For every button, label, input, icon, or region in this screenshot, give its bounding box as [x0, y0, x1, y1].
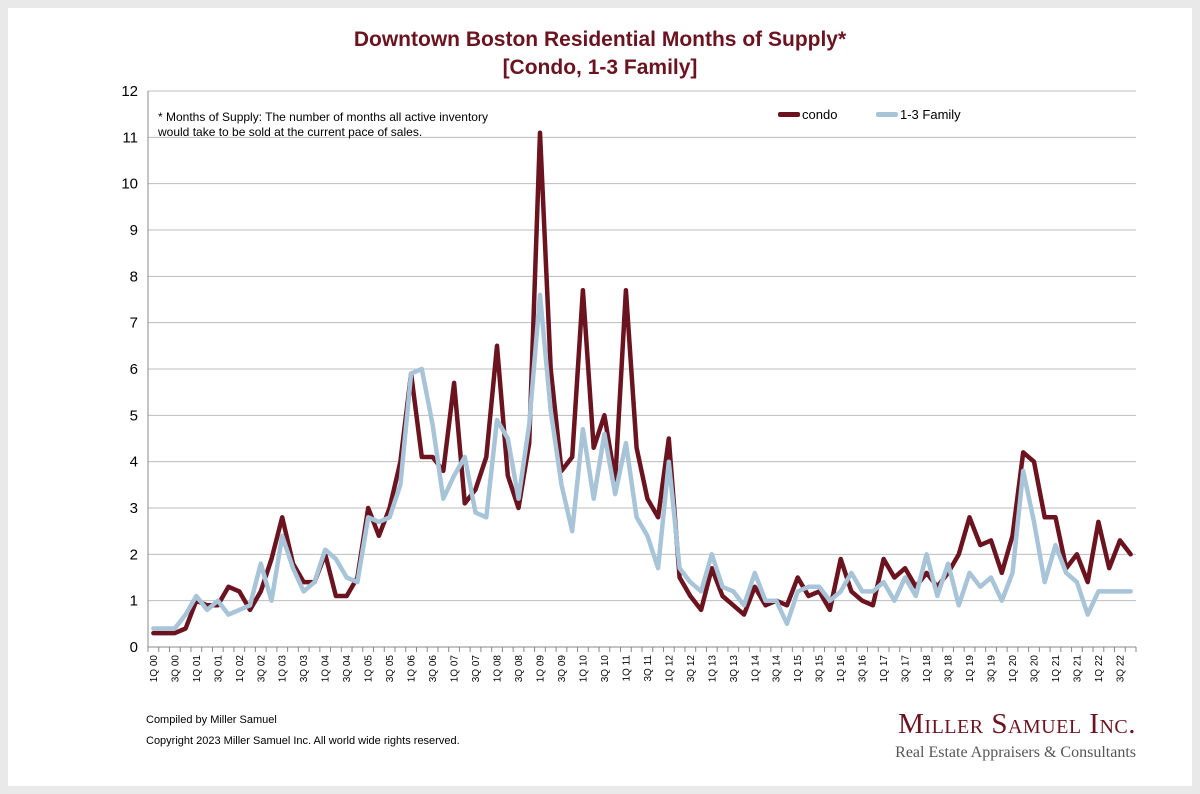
y-tick-label: 1	[130, 593, 138, 610]
x-tick-label: 3Q 21	[1072, 655, 1083, 683]
chart-title-block: Downtown Boston Residential Months of Su…	[0, 26, 1200, 82]
x-tick-label: 1Q 02	[235, 655, 246, 683]
x-tick-label: 3Q 18	[944, 655, 955, 683]
y-tick-label: 9	[130, 222, 138, 239]
x-tick-label: 3Q 01	[213, 655, 224, 683]
footer-copyright: Copyright 2023 Miller Samuel Inc. All wo…	[146, 735, 460, 747]
y-tick-label: 7	[130, 315, 138, 332]
y-tick-label: 5	[130, 407, 138, 424]
x-tick-label: 3Q 02	[256, 655, 267, 683]
chart-note: * Months of Supply: The number of months…	[158, 110, 488, 139]
y-tick-label: 6	[130, 361, 138, 378]
x-tick-label: 1Q 20	[1008, 655, 1019, 683]
y-tick-label: 2	[130, 546, 138, 563]
x-tick-label: 1Q 04	[321, 655, 332, 683]
x-tick-label: 3Q 15	[815, 655, 826, 683]
x-tick-label: 3Q 03	[299, 655, 310, 683]
x-tick-label: 3Q 16	[858, 655, 869, 683]
x-tick-label: 1Q 21	[1051, 655, 1062, 683]
y-tick-label: 0	[130, 639, 138, 656]
y-tick-label: 4	[130, 454, 138, 471]
chart-title: Downtown Boston Residential Months of Su…	[353, 28, 847, 51]
y-tick-label: 10	[121, 176, 138, 193]
x-tick-label: 3Q 17	[901, 655, 912, 683]
x-tick-label: 1Q 08	[493, 655, 504, 683]
x-tick-label: 1Q 09	[535, 655, 546, 683]
x-tick-label: 1Q 14	[750, 655, 761, 683]
legend-item-condo: condo	[778, 107, 837, 122]
x-tick-label: 1Q 10	[578, 655, 589, 683]
legend-swatch-condo	[778, 112, 800, 117]
x-tick-label: 1Q 17	[879, 655, 890, 683]
x-tick-label: 3Q 00	[170, 655, 181, 683]
x-tick-label: 1Q 12	[664, 655, 675, 683]
x-tick-label: 3Q 11	[643, 655, 654, 682]
series-line-family	[151, 292, 1133, 631]
x-tick-label: 3Q 06	[428, 655, 439, 683]
logo-tagline: Real Estate Appraisers & Consultants	[895, 744, 1136, 761]
x-tick-label: 1Q 01	[192, 655, 203, 683]
x-tick-label: 3Q 20	[1029, 655, 1040, 683]
x-tick-label: 1Q 03	[278, 655, 289, 683]
x-tick-label: 1Q 11	[621, 655, 632, 682]
x-tick-label: 1Q 05	[364, 655, 375, 683]
legend-label-family: 1-3 Family	[900, 107, 961, 122]
x-tick-label: 3Q 08	[514, 655, 525, 683]
x-tick-label: 1Q 16	[836, 655, 847, 683]
footer-compiled: Compiled by Miller Samuel	[146, 714, 277, 726]
x-tick-label: 1Q 15	[793, 655, 804, 683]
legend-swatch-family	[876, 112, 898, 117]
y-tick-label: 11	[122, 129, 138, 146]
x-tick-label: 3Q 19	[987, 655, 998, 683]
x-tick-label: 3Q 22	[1115, 655, 1126, 683]
x-tick-label: 1Q 18	[922, 655, 933, 683]
x-tick-label: 3Q 09	[557, 655, 568, 683]
x-tick-label: 3Q 13	[729, 655, 740, 683]
legend-item-family: 1-3 Family	[876, 107, 961, 122]
x-tick-label: 3Q 10	[600, 655, 611, 683]
chart-subtitle: [Condo, 1-3 Family]	[502, 56, 698, 79]
x-tick-label: 3Q 12	[686, 655, 697, 683]
x-tick-label: 1Q 13	[707, 655, 718, 683]
x-tick-label: 1Q 22	[1094, 655, 1105, 683]
x-tick-label: 3Q 07	[471, 655, 482, 683]
x-tick-label: 1Q 00	[149, 655, 160, 683]
x-tick-label: 1Q 19	[965, 655, 976, 683]
x-tick-label: 3Q 04	[342, 655, 353, 683]
y-tick-label: 12	[121, 83, 138, 100]
series-line-condo	[151, 130, 1133, 636]
logo-name: Miller Samuel Inc.	[898, 708, 1136, 740]
legend-label-condo: condo	[802, 107, 838, 122]
y-tick-label: 3	[130, 500, 138, 517]
x-tick-label: 3Q 05	[385, 655, 396, 683]
x-tick-label: 3Q 14	[772, 655, 783, 683]
x-tick-label: 1Q 06	[407, 655, 418, 683]
y-tick-label: 8	[130, 268, 138, 285]
x-tick-label: 1Q 07	[450, 655, 461, 683]
